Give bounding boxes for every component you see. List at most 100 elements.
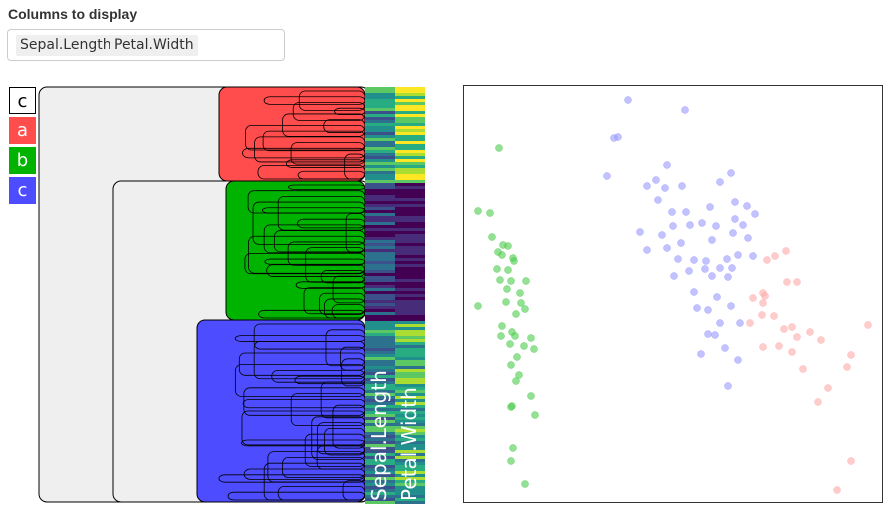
scatter-point[interactable] [788, 348, 796, 356]
scatter-plot-frame[interactable] [463, 85, 883, 503]
scatter-point[interactable] [636, 228, 644, 236]
scatter-point[interactable] [677, 239, 685, 247]
scatter-point[interactable] [731, 198, 739, 206]
scatter-point[interactable] [833, 486, 841, 494]
scatter-point[interactable] [661, 184, 669, 192]
scatter-point[interactable] [510, 257, 518, 265]
scatter-point[interactable] [864, 321, 872, 329]
scatter-point[interactable] [674, 255, 682, 263]
scatter-point[interactable] [702, 257, 710, 265]
scatter-point[interactable] [495, 144, 503, 152]
scatter-point[interactable] [531, 411, 539, 419]
scatter-point[interactable] [624, 96, 632, 104]
legend-cluster-c[interactable]: c [9, 177, 36, 204]
scatter-point[interactable] [734, 356, 742, 364]
scatter-point[interactable] [682, 208, 690, 216]
scatter-point[interactable] [782, 247, 790, 255]
scatter-point[interactable] [701, 265, 709, 273]
scatter-point[interactable] [763, 256, 771, 264]
scatter-point[interactable] [706, 203, 714, 211]
scatter-point[interactable] [474, 302, 482, 310]
scatter-point[interactable] [713, 293, 721, 301]
scatter-point[interactable] [527, 334, 535, 342]
scatter-point[interactable] [759, 343, 767, 351]
scatter-point[interactable] [663, 244, 671, 252]
scatter-point[interactable] [746, 319, 754, 327]
scatter-point[interactable] [698, 219, 706, 227]
scatter-point[interactable] [734, 251, 742, 259]
scatter-point[interactable] [775, 342, 783, 350]
scatter-point[interactable] [512, 310, 520, 318]
scatter-point[interactable] [728, 264, 736, 272]
column-chip-sepal-length[interactable]: Sepal.Length [16, 35, 116, 56]
scatter-point[interactable] [749, 252, 757, 260]
scatter-point[interactable] [739, 221, 747, 229]
scatter-point[interactable] [793, 278, 801, 286]
scatter-point[interactable] [685, 267, 693, 275]
scatter-point[interactable] [658, 231, 666, 239]
scatter-point[interactable] [806, 328, 814, 336]
scatter-point[interactable] [614, 133, 622, 141]
scatter-point[interactable] [516, 289, 524, 297]
scatter-point[interactable] [509, 444, 517, 452]
scatter-point[interactable] [749, 294, 757, 302]
scatter-point[interactable] [716, 264, 724, 272]
scatter-point[interactable] [780, 325, 788, 333]
scatter-point[interactable] [724, 382, 732, 390]
scatter-point[interactable] [847, 351, 855, 359]
scatter-point[interactable] [517, 299, 525, 307]
scatter-point[interactable] [507, 361, 515, 369]
scatter-point[interactable] [788, 323, 796, 331]
scatter-point[interactable] [512, 377, 520, 385]
scatter-point[interactable] [843, 363, 851, 371]
scatter-point[interactable] [761, 292, 769, 300]
scatter-point[interactable] [697, 350, 705, 358]
scatter-point[interactable] [603, 172, 611, 180]
scatter-point[interactable] [643, 182, 651, 190]
scatter-point[interactable] [652, 176, 660, 184]
scatter-point[interactable] [721, 344, 729, 352]
scatter-point[interactable] [504, 242, 512, 250]
scatter-point[interactable] [708, 272, 716, 280]
scatter-point[interactable] [770, 312, 778, 320]
scatter-point[interactable] [668, 208, 676, 216]
scatter-point[interactable] [799, 365, 807, 373]
scatter-point[interactable] [488, 233, 496, 241]
columns-multiselect[interactable]: Sepal.Length Petal.Width [7, 29, 285, 61]
scatter-point[interactable] [507, 457, 515, 465]
scatter-point[interactable] [678, 182, 686, 190]
dendrogram[interactable] [38, 86, 370, 503]
scatter-point[interactable] [507, 403, 515, 411]
scatter-point[interactable] [530, 345, 538, 353]
scatter-point[interactable] [654, 196, 662, 204]
scatter-point[interactable] [486, 209, 494, 217]
scatter-point[interactable] [727, 169, 735, 177]
scatter-point[interactable] [723, 255, 731, 263]
scatter-point[interactable] [847, 457, 855, 465]
scatter-point[interactable] [681, 106, 689, 114]
scatter-point[interactable] [504, 266, 512, 274]
scatter-point[interactable] [669, 222, 677, 230]
scatter-point[interactable] [506, 340, 514, 348]
scatter-point[interactable] [743, 202, 751, 210]
scatter-point[interactable] [793, 333, 801, 341]
column-chip-petal-width[interactable]: Petal.Width [110, 35, 198, 56]
scatter-point[interactable] [498, 322, 506, 330]
scatter-point[interactable] [520, 342, 528, 350]
scatter-point[interactable] [521, 480, 529, 488]
scatter-point[interactable] [817, 336, 825, 344]
scatter-point[interactable] [690, 256, 698, 264]
scatter-point[interactable] [814, 398, 822, 406]
scatter-point[interactable] [643, 246, 651, 254]
scatter-point[interactable] [731, 215, 739, 223]
scatter-point[interactable] [712, 222, 720, 230]
scatter-point[interactable] [670, 272, 678, 280]
scatter-point[interactable] [515, 371, 523, 379]
legend-cluster-b[interactable]: b [9, 147, 36, 174]
scatter-point[interactable] [502, 298, 510, 306]
scatter-point[interactable] [758, 311, 766, 319]
legend-cluster-a[interactable]: a [9, 117, 36, 144]
scatter-point[interactable] [522, 277, 530, 285]
scatter-point[interactable] [503, 285, 511, 293]
